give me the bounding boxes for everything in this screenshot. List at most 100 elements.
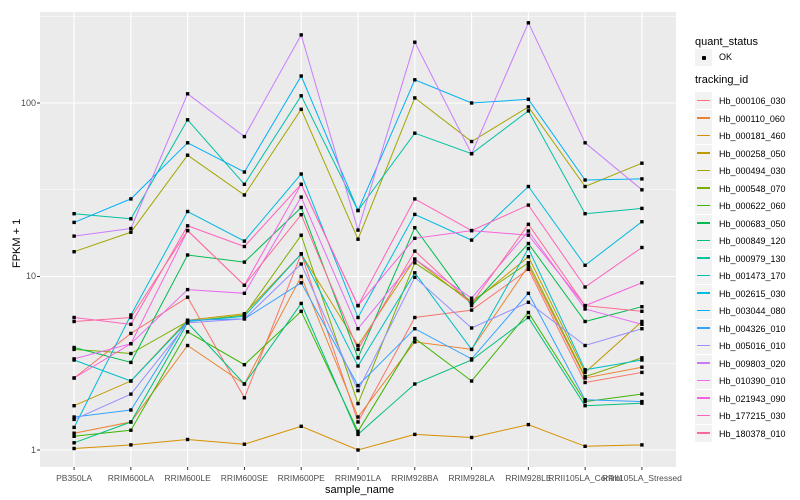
data-point — [299, 172, 303, 176]
legend-key-Hb_000849_120 — [695, 232, 712, 249]
legend-key-Hb_000106_030 — [695, 92, 712, 109]
legend-label-Hb_003044_080: Hb_003044_080 — [719, 306, 786, 316]
data-point — [129, 408, 133, 412]
data-point — [72, 417, 76, 422]
data-point — [640, 220, 644, 224]
x-tick-label-RRIM600LE: RRIM600LE — [164, 473, 211, 483]
data-point — [526, 246, 531, 251]
data-point — [72, 345, 76, 350]
data-point — [129, 230, 133, 234]
data-point — [469, 139, 474, 144]
data-point — [413, 275, 417, 279]
data-point — [469, 435, 474, 440]
line-swatch-icon — [697, 362, 710, 364]
data-point — [72, 319, 76, 324]
legend-key-Hb_004326_010 — [695, 319, 712, 337]
data-point — [640, 206, 644, 211]
data-point — [299, 182, 303, 186]
line-swatch-icon — [697, 204, 710, 207]
line-swatch-icon — [697, 187, 710, 189]
data-point — [526, 222, 531, 226]
line-swatch-icon — [697, 99, 710, 102]
data-point — [129, 360, 133, 365]
data-point — [583, 303, 587, 308]
data-point — [583, 368, 587, 372]
legend-label-Hb_005016_010: Hb_005016_010 — [719, 341, 786, 351]
legend-key-Hb_021943_090 — [695, 389, 712, 407]
data-point — [469, 228, 474, 233]
data-point — [413, 212, 417, 217]
line-swatch-icon — [697, 397, 710, 399]
data-point — [72, 446, 76, 451]
data-point — [413, 382, 417, 386]
data-point — [526, 241, 531, 246]
data-point — [583, 307, 587, 311]
data-point — [526, 267, 531, 271]
data-point — [583, 404, 587, 408]
data-point — [185, 295, 190, 299]
data-point — [356, 429, 360, 434]
data-point — [242, 260, 247, 264]
data-point — [356, 356, 360, 360]
data-point — [640, 161, 644, 165]
x-tick-label-RRIM600SE: RRIM600SE — [220, 473, 269, 483]
data-point — [469, 379, 474, 383]
data-point — [583, 343, 587, 348]
data-point — [129, 379, 133, 383]
data-point — [413, 236, 417, 240]
data-point — [413, 249, 417, 253]
data-point — [72, 441, 76, 445]
data-point — [583, 370, 587, 375]
data-point — [72, 234, 76, 238]
data-point — [356, 228, 360, 232]
data-point — [583, 263, 587, 267]
data-point — [640, 319, 644, 324]
data-point — [526, 315, 531, 320]
line-swatch-icon — [697, 274, 710, 277]
data-point — [526, 203, 531, 207]
data-point — [413, 271, 417, 275]
data-point — [413, 432, 417, 437]
legend-label-Hb_000181_460: Hb_000181_460 — [719, 131, 786, 141]
legend-key-Hb_000622_060 — [695, 197, 712, 214]
data-point — [72, 415, 76, 419]
data-point — [356, 388, 360, 393]
data-point — [640, 365, 644, 369]
x-tick-label-RRIM600LA: RRIM600LA — [107, 473, 154, 483]
data-point — [356, 315, 360, 320]
legend-key-Hb_000683_050 — [695, 214, 712, 232]
data-point — [640, 358, 644, 362]
data-point — [526, 291, 531, 295]
data-point — [583, 178, 587, 182]
data-point — [72, 250, 76, 254]
x-tick-label-RRIM928BA: RRIM928BA — [391, 473, 439, 483]
data-point — [185, 321, 190, 325]
legend-label-Hb_000622_060: Hb_000622_060 — [719, 201, 786, 211]
legend-label-Hb_000494_030: Hb_000494_030 — [719, 166, 786, 176]
data-point — [526, 255, 531, 259]
data-point — [356, 401, 360, 406]
y-axis-title: FPKM + 1 — [11, 218, 23, 268]
legend-key-ok — [695, 49, 712, 66]
legend-key-Hb_000258_050 — [695, 144, 712, 162]
data-point — [185, 330, 190, 334]
data-point — [129, 331, 133, 336]
data-point — [526, 261, 531, 265]
data-point — [356, 364, 360, 368]
data-point — [469, 357, 474, 361]
data-point — [469, 303, 474, 308]
line-swatch-icon — [697, 117, 710, 119]
legend-key-Hb_003044_080 — [695, 302, 712, 319]
data-point — [356, 420, 360, 424]
data-point — [299, 94, 303, 98]
line-swatch-icon — [697, 169, 710, 172]
legend-label-Hb_177215_030: Hb_177215_030 — [719, 411, 786, 421]
legend-label-Hb_000979_130: Hb_000979_130 — [719, 253, 786, 264]
data-point — [129, 315, 133, 320]
data-point — [356, 208, 360, 213]
legend-key-Hb_001473_170 — [695, 267, 712, 284]
data-point — [185, 318, 190, 322]
y-tick-label-1: 1 — [30, 444, 36, 455]
data-point — [299, 33, 303, 37]
